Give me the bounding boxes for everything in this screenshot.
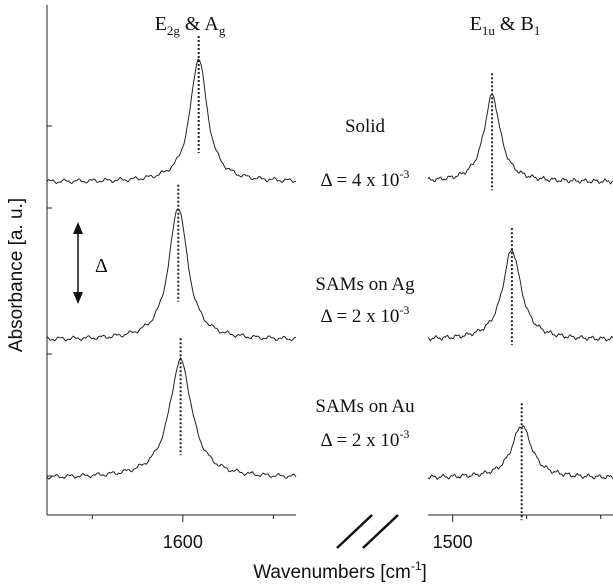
spectrum-0-panel-1 bbox=[427, 94, 613, 185]
series-label-0-delta: Δ = 4 x 10-3 bbox=[321, 167, 410, 191]
spectrum-1-panel-1 bbox=[427, 249, 613, 342]
x-axis-label: Wavenumbers [cm-1] bbox=[253, 559, 427, 583]
series-label-0-name: Solid bbox=[345, 116, 386, 137]
x-tick-label-1-0: 1500 bbox=[433, 532, 473, 552]
series-label-1-delta: Δ = 2 x 10-3 bbox=[321, 303, 410, 327]
spectrum-2-panel-1 bbox=[427, 425, 613, 481]
spectrum-0-panel-0 bbox=[46, 58, 297, 185]
spectrum-1-panel-0 bbox=[46, 208, 297, 342]
scale-bar: Δ bbox=[73, 222, 108, 304]
scale-bar-label: Δ bbox=[95, 255, 108, 277]
x-axis-ticks bbox=[91, 515, 602, 522]
panel-title-right: E1u & B1 bbox=[470, 13, 541, 38]
x-axis-tick-labels: 1600 1500 bbox=[163, 532, 473, 552]
series-label-1-name: SAMs on Ag bbox=[315, 274, 415, 295]
y-axis-label: Absorbance [a. u.] bbox=[6, 198, 27, 352]
series-label-2-name: SAMs on Au bbox=[315, 396, 415, 417]
peak-marker-lines bbox=[177, 36, 523, 521]
spectrum-2-panel-0 bbox=[46, 356, 297, 480]
spectra-series bbox=[46, 58, 613, 481]
series-labels: Solid Δ = 4 x 10-3 SAMs on Ag Δ = 2 x 10-3 S… bbox=[315, 116, 415, 451]
y-axis-ticks bbox=[47, 125, 52, 477]
series-label-2-delta: Δ = 2 x 10-3 bbox=[321, 427, 410, 451]
panel-title-left: E2g & Ag bbox=[155, 13, 226, 38]
x-tick-label-0-0: 1600 bbox=[163, 532, 203, 552]
axis-break-mark bbox=[336, 514, 399, 549]
